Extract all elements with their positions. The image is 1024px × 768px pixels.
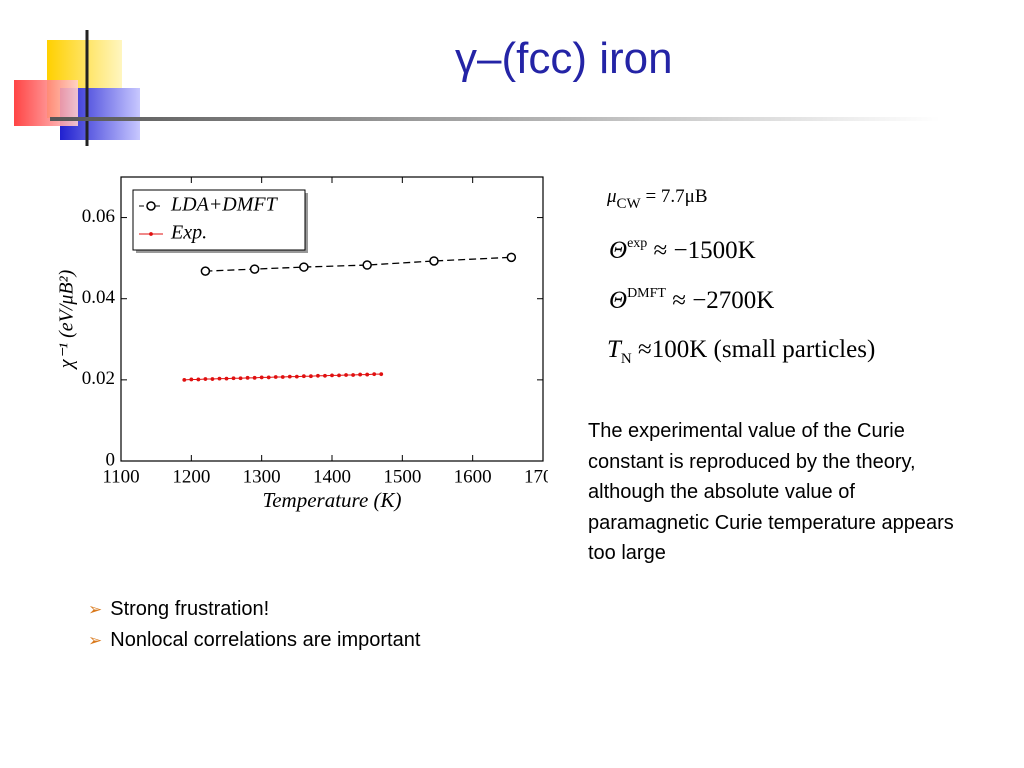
formula-sub: CW (616, 196, 641, 212)
data-point (294, 374, 299, 379)
x-tick-label: 1200 (172, 466, 210, 487)
data-point (238, 376, 243, 381)
formula-rest: ≈ −2700K (665, 287, 775, 314)
formula-main: Θ (609, 287, 628, 314)
data-point (273, 375, 278, 379)
x-tick-label: 1300 (243, 466, 281, 487)
formula-rest: ≈ −1500K (647, 237, 756, 264)
x-tick-label: 1100 (102, 466, 139, 487)
legend-marker (146, 201, 156, 211)
x-tick-label: 1400 (313, 466, 351, 487)
formula-sub: N (620, 351, 632, 367)
formula: μCW = 7.7μB (607, 186, 708, 213)
formula-sup: DMFT (627, 286, 666, 301)
data-point (217, 376, 222, 381)
bullet: Nonlocal correlations are important (88, 625, 420, 656)
data-point (344, 373, 348, 377)
data-point (316, 373, 320, 378)
legend-label: LDA+DMFT (170, 194, 279, 216)
x-tick-label: 1700 (524, 466, 562, 487)
x-tick-label: 1500 (383, 466, 421, 487)
data-point (351, 373, 355, 377)
data-point (301, 374, 306, 379)
data-point (210, 377, 215, 381)
formula-main: Θ (609, 237, 628, 264)
legend-box (132, 189, 306, 251)
x-ticks: 1100 1200 1300 1400 1500 1600 1700 (102, 177, 562, 487)
slide-title: γ–(fcc) iron (455, 34, 673, 83)
y-axis-label: χ⁻¹ (eV/μB²) (56, 269, 78, 370)
bullet-list: Strong frustration!Nonlocal correlations… (88, 594, 420, 656)
y-tick-label: 0.02 (82, 368, 115, 389)
bullet: Strong frustration! (88, 594, 420, 625)
data-point (337, 373, 341, 378)
formula-rest: ≈100K (small particles) (631, 336, 876, 363)
paragraph: The experimental value of the Curie cons… (588, 420, 954, 564)
data-point (280, 375, 285, 379)
legend-label: Exp. (170, 222, 207, 244)
data-point (362, 260, 372, 270)
logo (14, 30, 940, 146)
formula-sup: exp (627, 236, 648, 251)
legend-marker (149, 232, 153, 236)
y-tick-label: 0.04 (82, 287, 116, 308)
data-point (249, 264, 260, 274)
y-tick-label: 0 (106, 449, 116, 470)
data-point (203, 377, 208, 381)
formula: Θexp ≈ −1500K (609, 236, 756, 265)
x-tick-label: 1600 (454, 466, 492, 487)
data-point (252, 375, 257, 380)
data-point (200, 266, 211, 276)
data-point (287, 374, 292, 379)
data-point (379, 372, 384, 377)
data-point (506, 252, 517, 263)
data-point (309, 374, 313, 379)
formula: ΘDMFT ≈ −2700K (609, 286, 774, 315)
data-point (182, 377, 187, 382)
formula-main: T (607, 336, 621, 363)
formula-main: μ (607, 186, 617, 207)
data-point (429, 256, 439, 266)
data-point (266, 375, 271, 380)
data-point (231, 376, 236, 381)
data-point (358, 372, 363, 377)
data-point (330, 373, 334, 378)
formula-rest: = 7.7μB (640, 186, 708, 207)
data-point (365, 372, 370, 377)
data-point (189, 377, 194, 382)
data-point (245, 375, 250, 380)
data-point (259, 375, 264, 380)
data-point (323, 373, 327, 378)
data-point (196, 377, 201, 382)
data-point (299, 262, 309, 272)
data-point (224, 376, 229, 381)
formula: TN ≈100K (small particles) (607, 336, 875, 368)
data-point (372, 372, 377, 377)
y-tick-label: 0.06 (82, 206, 115, 227)
x-axis-label: Temperature (K) (262, 488, 401, 512)
